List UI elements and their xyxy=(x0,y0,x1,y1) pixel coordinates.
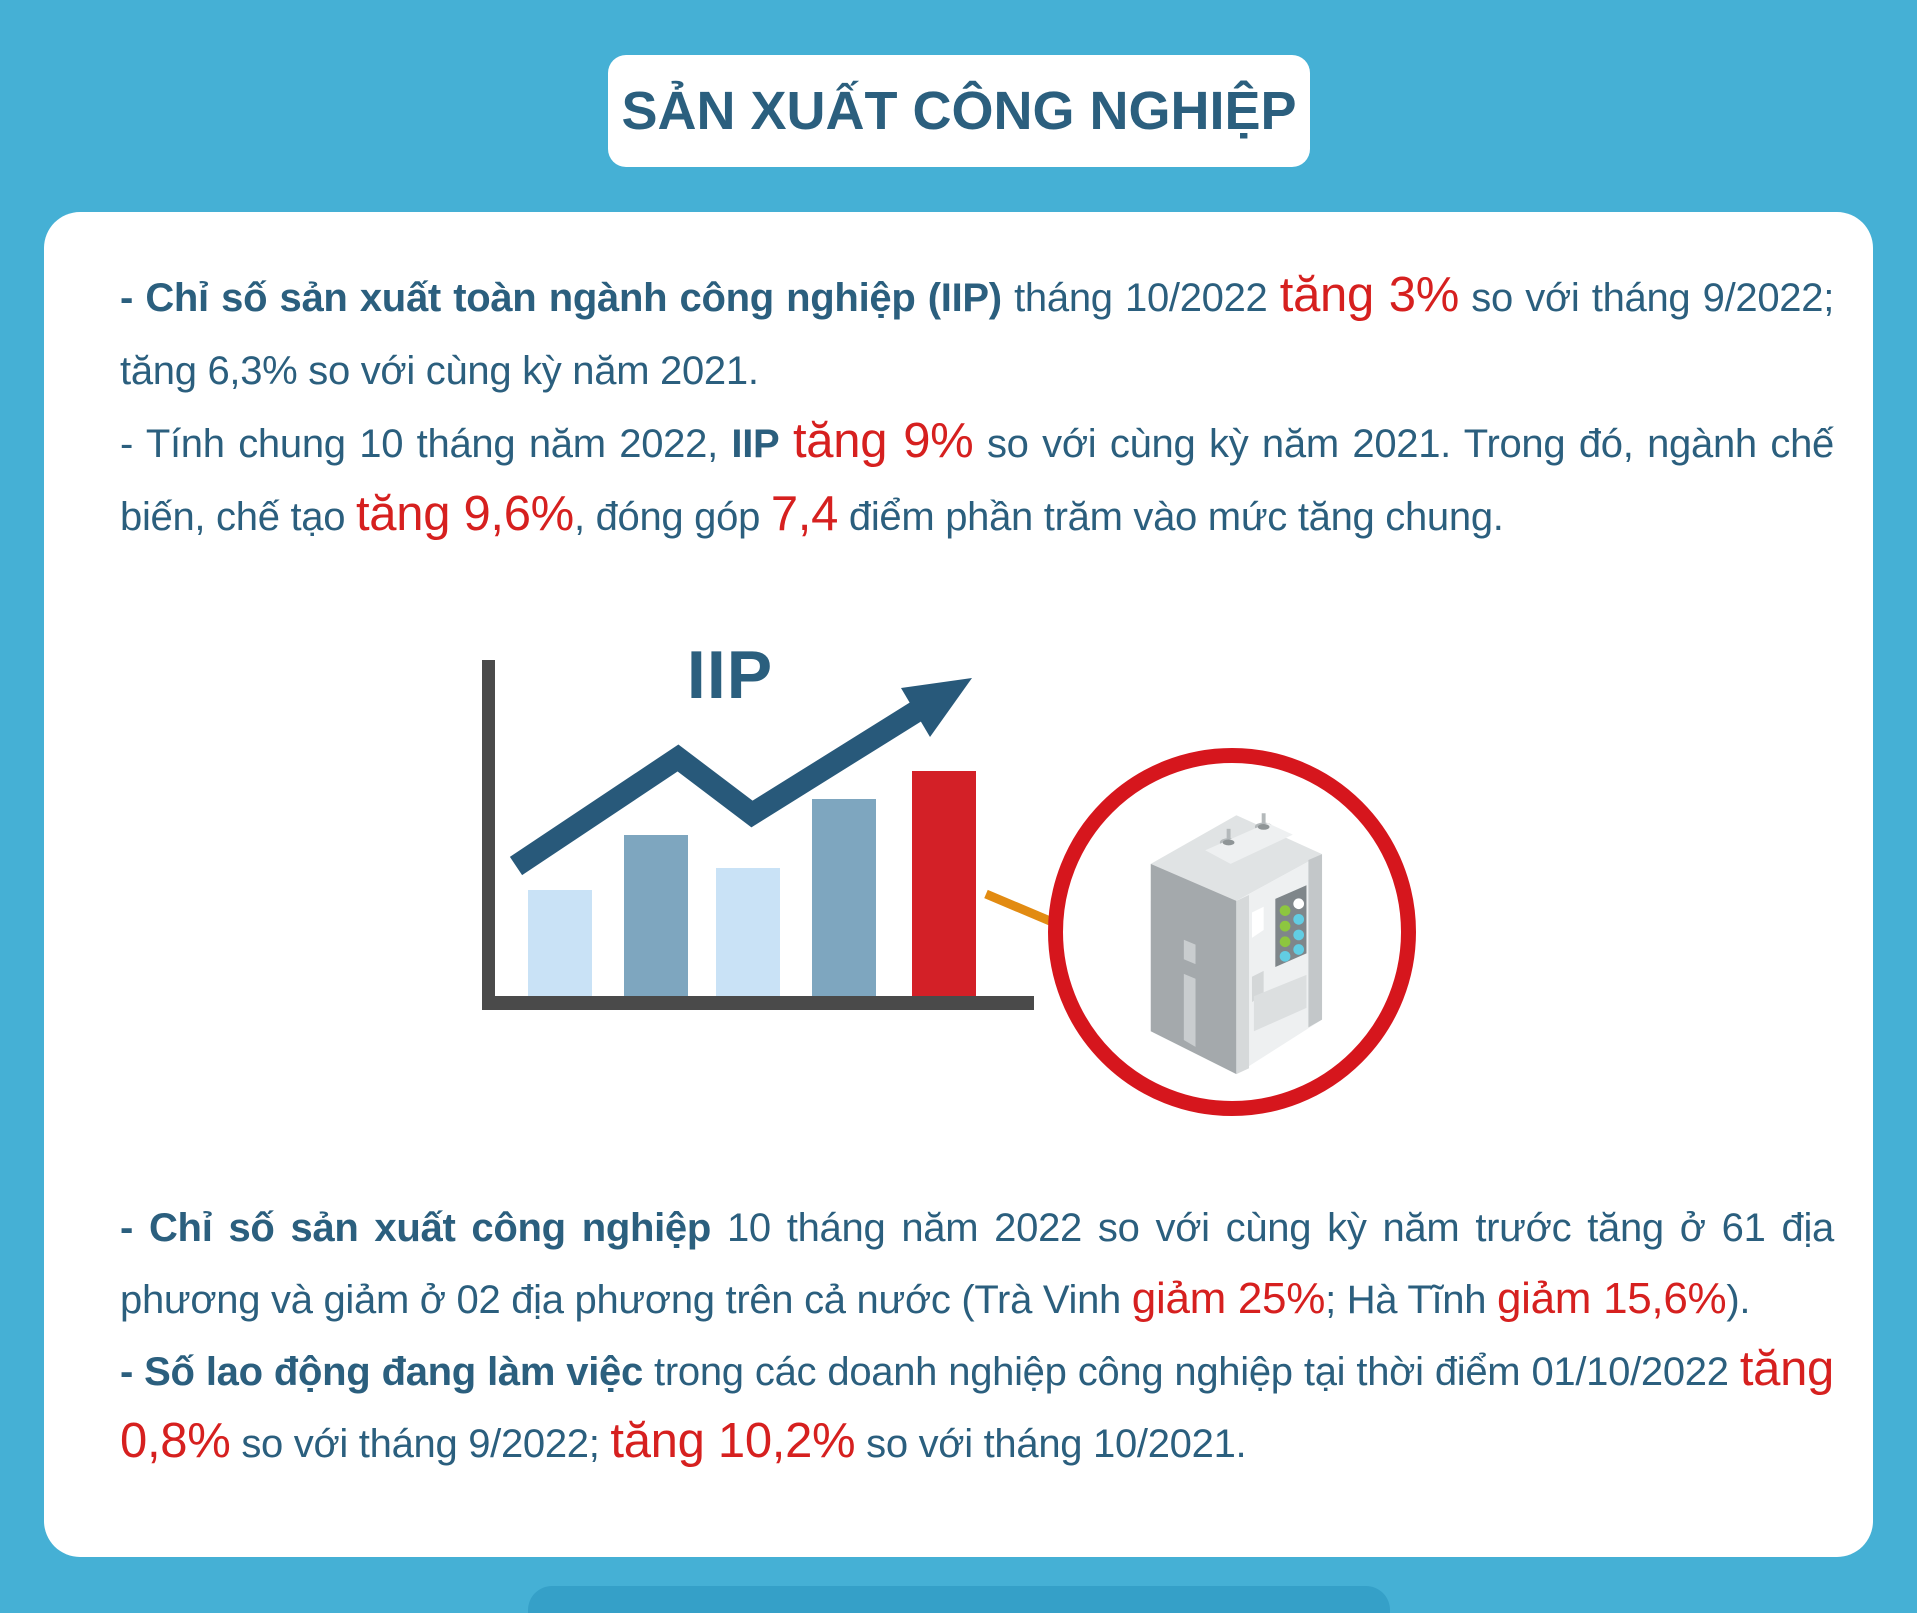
text-run: 10 tháng năm 2022 so với cùng kỳ năm trư… xyxy=(120,1206,1834,1322)
stat-iip-yoy: tăng 9% xyxy=(792,414,974,468)
text-run: ). xyxy=(1726,1278,1751,1322)
industrial-machine-icon xyxy=(1150,813,1322,1075)
text-run: so với tháng 10/2021. xyxy=(855,1422,1247,1466)
text-run: tháng 10/2022 xyxy=(1001,276,1280,320)
stat-manufacturing: tăng 9,6% xyxy=(355,487,574,541)
chart-bar xyxy=(812,799,876,996)
text-run: điểm phần trăm vào mức tăng chung. xyxy=(838,495,1504,539)
stat-ha-tinh: giảm 15,6% xyxy=(1496,1274,1727,1323)
chart-title: IIP xyxy=(686,637,774,713)
next-section-box-peek xyxy=(528,1586,1390,1613)
text-run: - Tính chung 10 tháng năm 2022, xyxy=(120,422,732,466)
upper-text-block: - Chỉ số sản xuất toàn ngành công nghiệp… xyxy=(120,262,1834,554)
text-run: so với cùng kỳ năm 2021. Trong đó, ngành… xyxy=(120,422,1834,539)
section-title-box: SẢN XUẤT CÔNG NGHIỆP xyxy=(608,55,1310,167)
chart-bar xyxy=(528,890,592,996)
text-run-bold: IIP xyxy=(731,422,780,466)
text-run-bold: Số lao động đang làm việc xyxy=(144,1350,643,1394)
stat-contribution: 7,4 xyxy=(770,487,839,541)
lower-text-block: - Chỉ số sản xuất công nghiệp 10 tháng n… xyxy=(120,1192,1834,1480)
text-run: so với tháng 9/2022; tăng 6,3% so với cù… xyxy=(120,276,1835,393)
paragraph-iip-month: - Chỉ số sản xuất toàn ngành công nghiệp… xyxy=(120,262,1834,408)
text-run: ; Hà Tĩnh xyxy=(1325,1278,1497,1322)
text-run: - xyxy=(120,1206,149,1250)
text-run: so với tháng 9/2022; xyxy=(230,1422,611,1466)
paragraph-labour: - Số lao động đang làm việc trong các do… xyxy=(120,1336,1834,1480)
text-run: trong các doanh nghiệp công nghiệp tại t… xyxy=(642,1350,1740,1394)
paragraph-iip-10months: - Tính chung 10 tháng năm 2022, IIP tăng… xyxy=(120,408,1834,554)
stat-iip-mom: tăng 3% xyxy=(1279,268,1460,322)
text-run: , đóng góp xyxy=(573,495,771,539)
chart-bar xyxy=(624,835,688,996)
chart-bar xyxy=(716,868,780,996)
machine-callout-circle xyxy=(1048,748,1416,1116)
text-run-bold: Chỉ số sản xuất toàn ngành công nghiệp (… xyxy=(145,276,1002,320)
section-title: SẢN XUẤT CÔNG NGHIỆP xyxy=(621,81,1297,141)
text-run: - xyxy=(120,1350,145,1394)
stat-tra-vinh: giảm 25% xyxy=(1131,1274,1326,1323)
stat-labour-mom: tăng 0,8% xyxy=(120,1342,1834,1468)
text-run-bold: Chỉ số sản xuất công nghiệp xyxy=(148,1206,712,1250)
text-run xyxy=(779,422,793,466)
text-run: - xyxy=(120,276,146,320)
paragraph-provinces: - Chỉ số sản xuất công nghiệp 10 tháng n… xyxy=(120,1192,1834,1336)
stat-labour-yoy: tăng 10,2% xyxy=(610,1414,856,1468)
chart-bar-highlight xyxy=(912,771,976,996)
